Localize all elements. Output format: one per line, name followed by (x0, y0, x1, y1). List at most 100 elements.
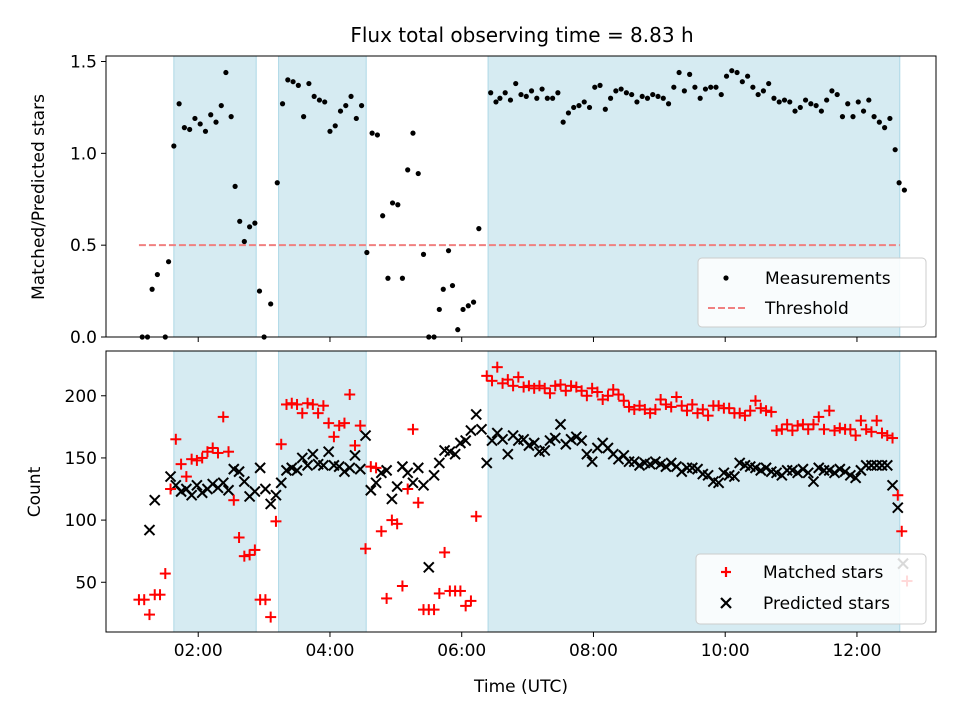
measurement-point (380, 213, 386, 219)
predicted-star-point (149, 494, 161, 506)
matched-star-point (602, 390, 614, 402)
matched-star-point (797, 418, 809, 430)
measurement-point (797, 104, 803, 111)
predicted-star-point (481, 457, 493, 469)
legend-threshold-label: Threshold (764, 299, 849, 319)
top-x-ticks (197, 337, 858, 342)
measurement-point (327, 128, 333, 134)
measurement-point (623, 90, 629, 96)
measurement-point (602, 106, 608, 112)
predicted-star-point (391, 480, 403, 493)
predicted-star-point (401, 467, 414, 479)
matched-star-point (850, 430, 862, 442)
matched-star-point (502, 374, 514, 386)
predicted-star-point (428, 469, 440, 482)
matched-star-point (892, 489, 904, 501)
measurement-point (385, 275, 391, 281)
measurement-point (718, 91, 724, 98)
predicted-star-point (449, 448, 461, 460)
x-tick-label: 06:00 (437, 641, 486, 661)
predicted-star-point (291, 464, 303, 477)
measurement-point (285, 77, 291, 83)
measurement-point (560, 119, 566, 125)
predicted-star-point (807, 475, 820, 488)
matched-star-point (233, 532, 245, 544)
matched-star-point (481, 370, 493, 382)
measurement-point (692, 84, 698, 90)
measurement-point (866, 97, 872, 103)
matched-star-point (323, 417, 335, 429)
matched-star-point (143, 609, 155, 621)
measurement-point (358, 102, 365, 109)
measurement-point (850, 114, 856, 120)
measurement-point (301, 114, 307, 120)
legend-matched-marker (721, 567, 731, 577)
matched-star-point (765, 406, 777, 418)
measurement-point (218, 102, 224, 109)
predicted-star-point (628, 455, 641, 468)
measurement-point (776, 99, 782, 105)
predicted-star-point (307, 448, 319, 460)
matched-star-point (159, 568, 171, 580)
predicted-star-point (881, 459, 893, 472)
measurement-point (787, 99, 793, 105)
measurement-point (405, 167, 411, 173)
measurement-point (502, 90, 508, 96)
matched-star-point (544, 387, 556, 399)
matched-star-point (302, 397, 314, 409)
matched-star-point (739, 410, 751, 422)
measurement-point (665, 101, 672, 107)
predicted-star-point (433, 457, 446, 469)
measurement-point (232, 183, 238, 189)
measurement-point (755, 91, 761, 98)
measurement-point (708, 84, 714, 90)
measurement-point (813, 102, 819, 109)
top-y-label: Matched/Predicted stars (29, 94, 49, 300)
measurement-point (660, 95, 666, 101)
predicted-star-point (249, 485, 261, 498)
measurement-point (149, 286, 155, 292)
measurement-point (586, 104, 593, 111)
measurement-point (316, 97, 323, 103)
matched-star-point (165, 483, 177, 495)
predicted-star-point (760, 462, 772, 474)
matched-star-point (581, 390, 593, 402)
predicted-star-point (412, 462, 424, 474)
measurement-point (576, 102, 582, 109)
predicted-star-point (660, 460, 672, 473)
measurement-point (818, 108, 824, 114)
matched-star-point (576, 385, 588, 397)
predicted-star-point (728, 470, 741, 483)
predicted-star-point (338, 465, 351, 478)
matched-star-point (686, 398, 698, 410)
measurement-point (518, 91, 524, 98)
matched-star-point (186, 453, 198, 465)
bottom-panel: 50 100 150 200 02:00 04:00 06:00 08:00 10:00 12:… (25, 350, 937, 697)
matched-star-point (670, 391, 682, 403)
predicted-star-point (892, 501, 904, 514)
x-tick-label: 12:00 (832, 641, 881, 661)
matched-star-point (391, 518, 403, 530)
measurement-point (322, 99, 328, 105)
measurement-point (655, 93, 661, 100)
measurement-point (639, 93, 645, 100)
measurement-point (192, 115, 198, 122)
measurement-point (171, 143, 177, 149)
matched-star-point (454, 585, 466, 597)
matched-star-point (813, 411, 825, 423)
predicted-star-point (486, 434, 498, 447)
predicted-star-point (665, 457, 677, 469)
measurement-point (165, 259, 172, 265)
measurement-point (808, 101, 814, 107)
predicted-star-point (301, 459, 314, 472)
matched-star-point (249, 544, 261, 556)
measurement-point (834, 91, 840, 98)
matched-star-point (291, 398, 303, 410)
matched-star-point (681, 405, 693, 417)
matched-star-point (539, 382, 551, 394)
x-tick-label: 08:00 (569, 641, 618, 661)
measurement-point (713, 84, 719, 90)
measurement-point (389, 200, 396, 206)
top-legend: Measurements Threshold (697, 257, 927, 328)
measurement-point (181, 125, 187, 131)
